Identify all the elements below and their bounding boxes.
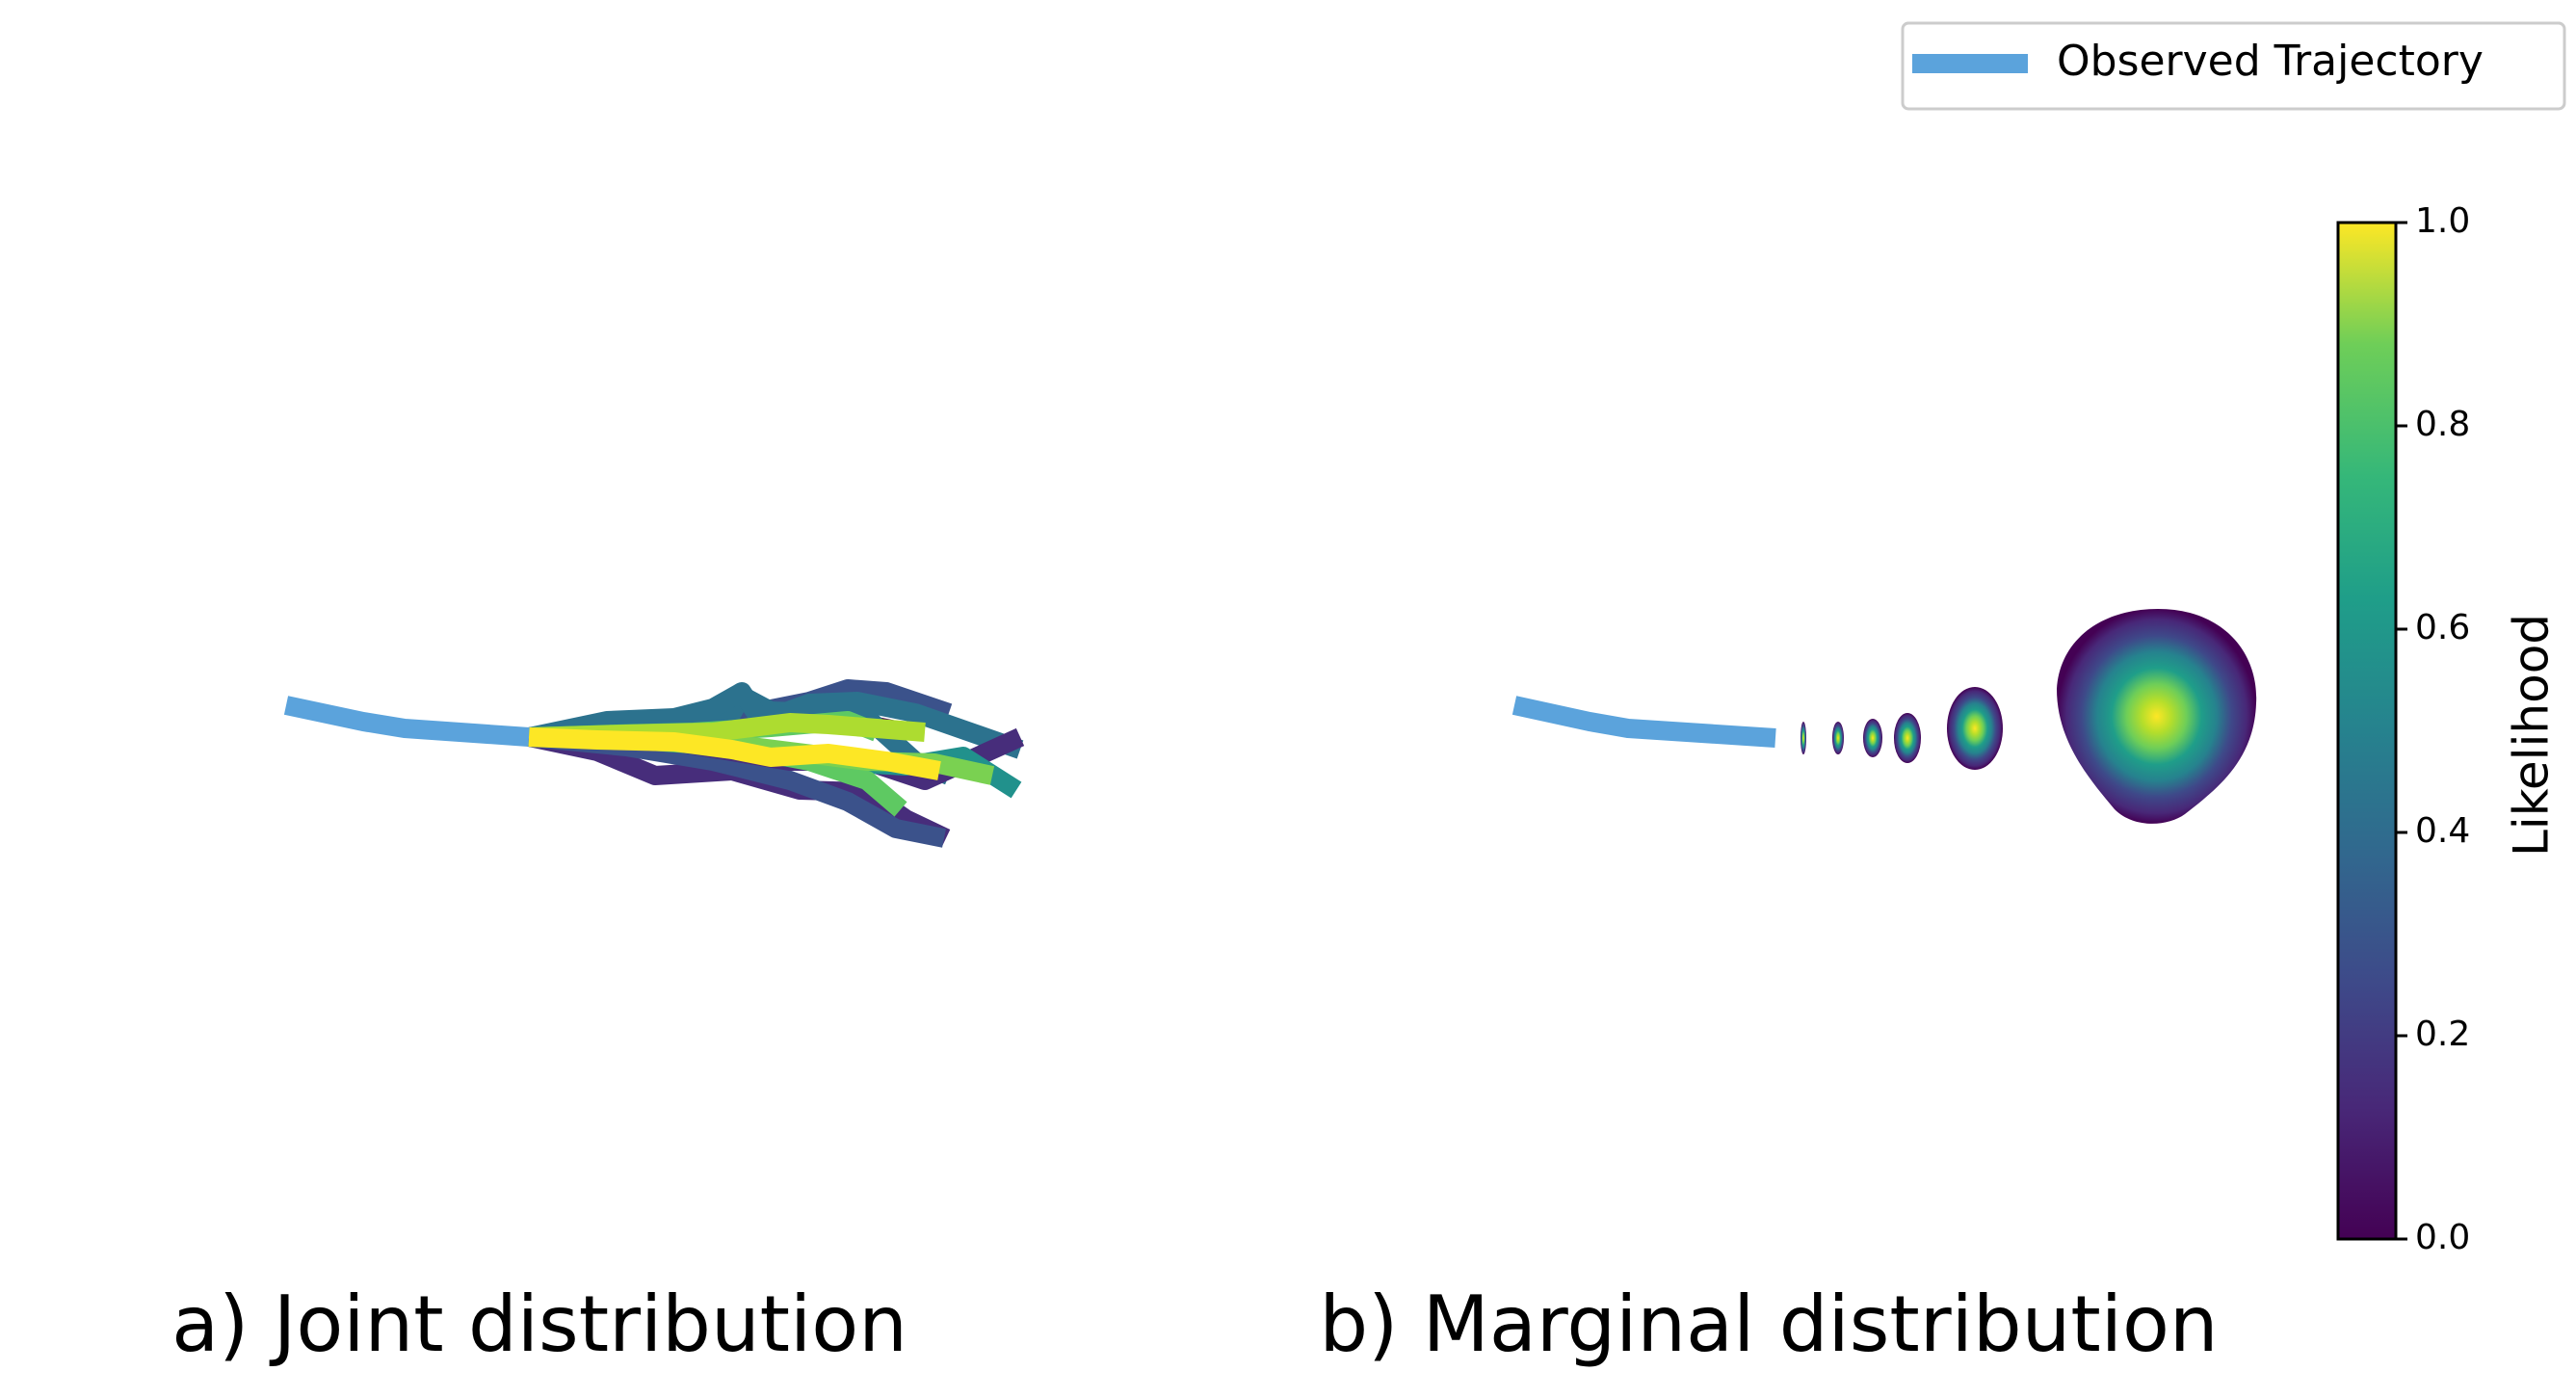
colorbar-tick-label: 1.0 <box>2415 201 2470 241</box>
legend-frame <box>1901 21 2566 111</box>
colorbar-tick-label: 0.4 <box>2415 811 2470 851</box>
colorbar-tick-label: 0.8 <box>2415 405 2470 444</box>
colorbar-tick-label: 0.6 <box>2415 608 2470 647</box>
marginal-densities <box>1801 609 2257 824</box>
colorbar-tick-label: 0.0 <box>2415 1218 2470 1257</box>
colorbar-tick-label: 0.2 <box>2415 1015 2470 1054</box>
panel-caption: a) Joint distribution <box>171 1279 907 1369</box>
panel-caption: b) Marginal distribution <box>1319 1279 2218 1369</box>
legend: Observed Trajectory <box>1901 21 2566 111</box>
colorbar <box>2336 221 2398 1241</box>
joint-samples <box>526 679 1025 848</box>
observed-trajectory <box>1511 696 1776 748</box>
colorbar-label: Likelihood <box>2504 614 2560 857</box>
observed-trajectory <box>283 696 530 747</box>
legend-label: Observed Trajectory <box>2057 37 2484 86</box>
